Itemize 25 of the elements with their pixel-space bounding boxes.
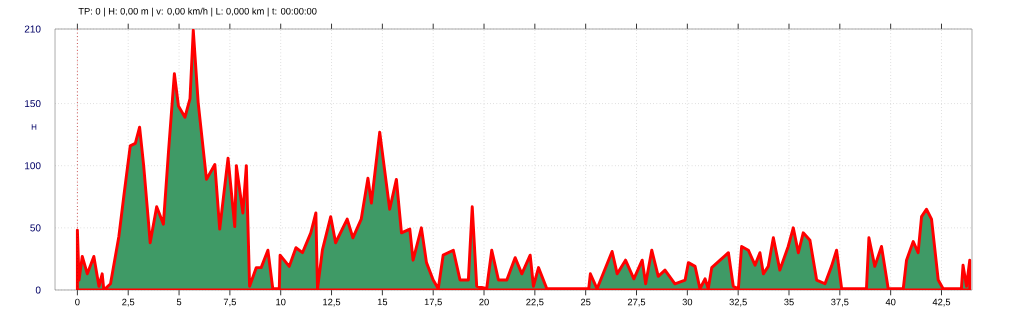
x-tick-label: 22,5 xyxy=(526,298,544,307)
x-tick-label: 17,5 xyxy=(424,298,442,307)
x-tick-label: 5 xyxy=(176,298,182,306)
y-axis-title: H xyxy=(31,124,37,130)
x-tick-label: 40 xyxy=(885,298,896,306)
y-tick-label: 150 xyxy=(25,100,41,108)
x-tick-label: 30 xyxy=(682,298,693,306)
x-tick-label: 27,5 xyxy=(627,298,646,307)
y-tick-label: 100 xyxy=(25,162,41,170)
x-tick-label: 7,5 xyxy=(223,298,236,307)
text: TP: 0 | H: 0,00 m | v: 0,00 km/h | L: 0,000 km | t: 00:00:00 xyxy=(78,7,317,17)
y-tick-label: 50 xyxy=(30,224,41,232)
x-tick-label: 0 xyxy=(75,298,80,306)
y-tick-label: 0 xyxy=(35,286,41,294)
x-tick-label: 42,5 xyxy=(932,298,951,307)
y-tick-label: 210 xyxy=(24,25,41,33)
x-tick-label: 12,5 xyxy=(323,298,341,307)
x-tick-label: 32,5 xyxy=(729,298,747,307)
x-tick-label: 2,5 xyxy=(122,298,135,307)
x-tick-label: 35 xyxy=(784,298,794,306)
x-tick-label: 20 xyxy=(479,298,489,306)
x-tick-label: 10 xyxy=(276,298,286,306)
x-tick-label: 25 xyxy=(580,298,591,306)
x-tick-label: 15 xyxy=(377,298,388,306)
x-tick-label: 37,5 xyxy=(831,298,849,307)
